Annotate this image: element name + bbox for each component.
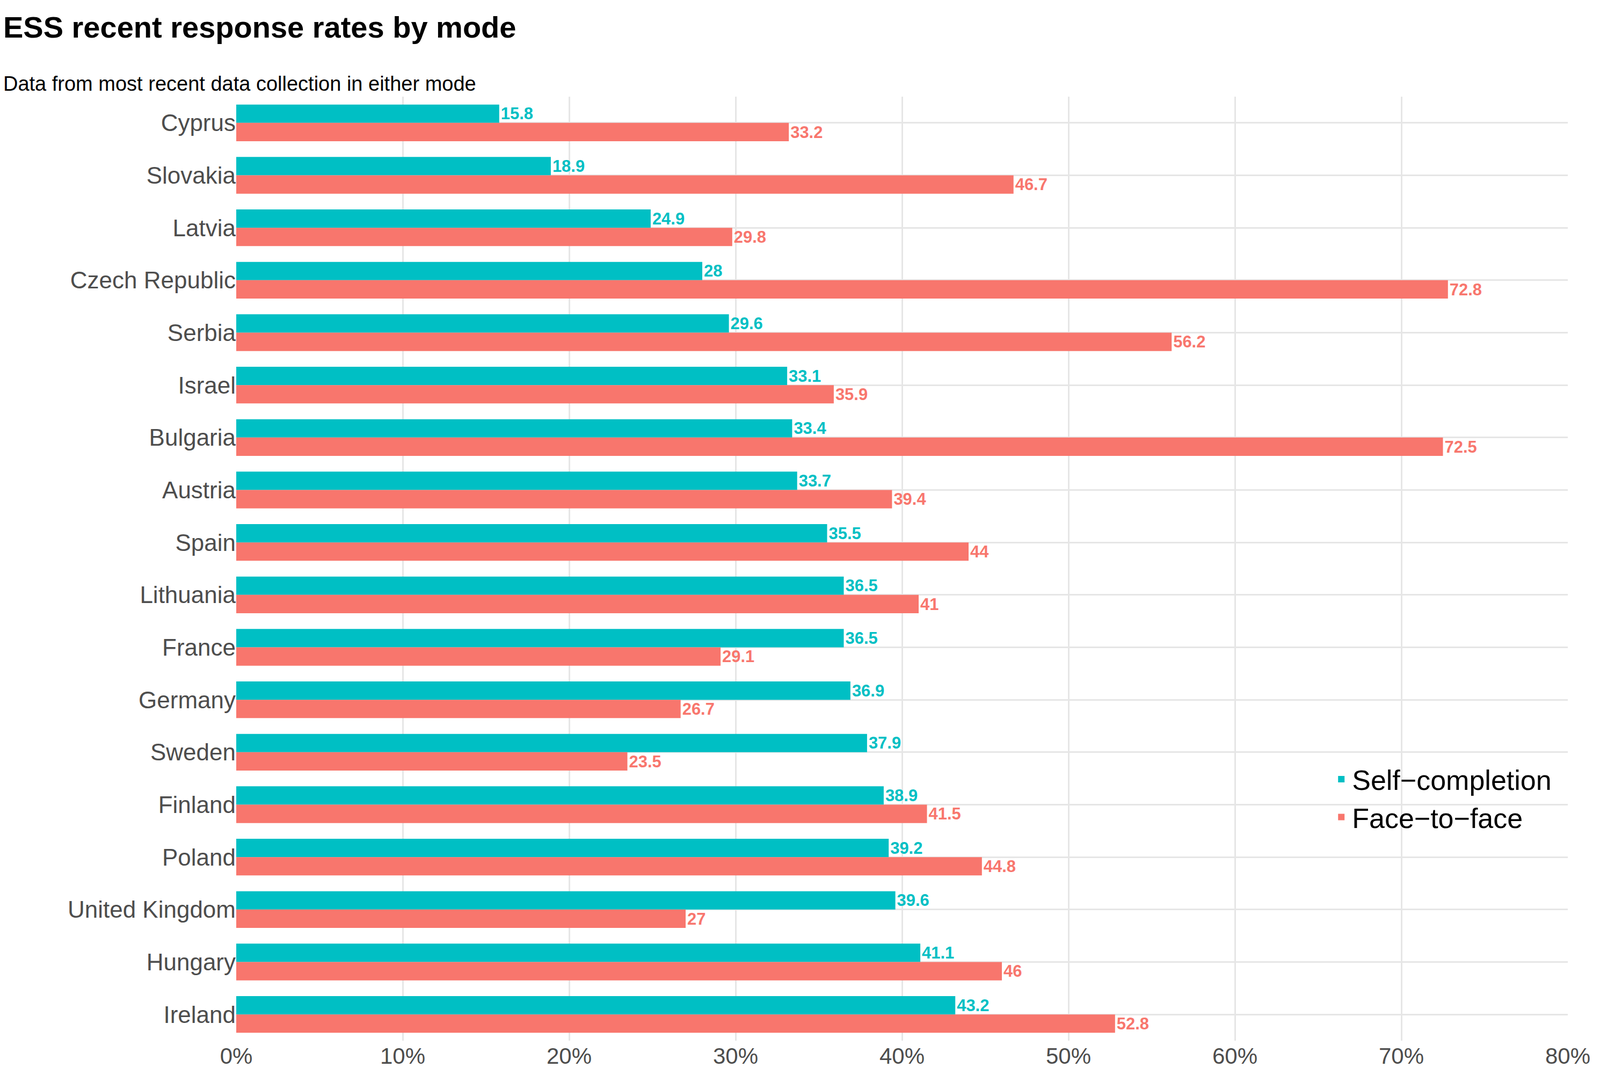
- svg-text:33.4: 33.4: [793, 418, 827, 438]
- svg-text:Latvia: Latvia: [172, 214, 237, 242]
- svg-text:44: 44: [970, 542, 989, 562]
- svg-text:39.6: 39.6: [897, 890, 930, 910]
- svg-text:France: France: [162, 634, 236, 661]
- svg-text:38.9: 38.9: [885, 786, 918, 805]
- svg-text:35.5: 35.5: [828, 524, 862, 543]
- svg-text:Lithuania: Lithuania: [139, 581, 236, 608]
- svg-text:Sweden: Sweden: [150, 738, 236, 766]
- svg-text:30%: 30%: [713, 1043, 759, 1069]
- svg-text:29.1: 29.1: [722, 646, 755, 666]
- svg-text:Finland: Finland: [158, 791, 236, 818]
- svg-text:41: 41: [920, 594, 939, 614]
- svg-text:Poland: Poland: [162, 844, 236, 871]
- svg-text:35.9: 35.9: [835, 384, 868, 404]
- svg-text:28: 28: [703, 261, 723, 281]
- svg-text:70%: 70%: [1378, 1043, 1424, 1069]
- svg-text:52.8: 52.8: [1116, 1014, 1149, 1034]
- svg-text:Czech Republic: Czech Republic: [70, 266, 236, 294]
- svg-text:0%: 0%: [220, 1043, 253, 1069]
- svg-text:Face−to−face: Face−to−face: [1351, 802, 1523, 834]
- svg-text:Serbia: Serbia: [167, 319, 237, 346]
- svg-text:Cyprus: Cyprus: [161, 109, 236, 136]
- svg-text:44.8: 44.8: [983, 856, 1016, 876]
- svg-text:Israel: Israel: [177, 372, 236, 399]
- svg-text:50%: 50%: [1045, 1043, 1092, 1069]
- svg-text:Austria: Austria: [162, 476, 236, 504]
- svg-text:41.1: 41.1: [921, 943, 955, 963]
- svg-text:20%: 20%: [546, 1043, 592, 1069]
- svg-text:36.5: 36.5: [845, 576, 878, 595]
- svg-text:Hungary: Hungary: [146, 948, 236, 976]
- svg-text:39.4: 39.4: [893, 489, 927, 509]
- svg-text:60%: 60%: [1212, 1043, 1258, 1069]
- svg-text:18.9: 18.9: [552, 156, 585, 176]
- svg-text:36.9: 36.9: [852, 681, 885, 701]
- svg-text:72.5: 72.5: [1444, 437, 1478, 457]
- svg-text:24.9: 24.9: [652, 209, 685, 229]
- svg-text:80%: 80%: [1545, 1043, 1591, 1069]
- svg-text:36.5: 36.5: [845, 628, 878, 648]
- svg-text:46.7: 46.7: [1015, 175, 1048, 194]
- svg-text:37.9: 37.9: [868, 733, 901, 753]
- svg-text:Germany: Germany: [138, 686, 236, 714]
- svg-text:46: 46: [1003, 961, 1022, 981]
- svg-text:29.6: 29.6: [730, 314, 763, 333]
- svg-text:56.2: 56.2: [1173, 332, 1206, 352]
- svg-text:43.2: 43.2: [956, 995, 989, 1015]
- svg-text:26.7: 26.7: [682, 699, 715, 719]
- svg-text:33.1: 33.1: [788, 366, 821, 386]
- svg-text:15.8: 15.8: [500, 104, 534, 123]
- svg-text:33.7: 33.7: [798, 471, 832, 491]
- svg-text:39.2: 39.2: [890, 838, 923, 858]
- svg-text:Spain: Spain: [175, 529, 236, 556]
- svg-text:40%: 40%: [879, 1043, 925, 1069]
- svg-text:ESS recent response rates by m: ESS recent response rates by mode: [3, 10, 517, 45]
- svg-text:33.2: 33.2: [790, 122, 823, 142]
- svg-text:10%: 10%: [380, 1043, 426, 1069]
- svg-text:Data from most recent data col: Data from most recent data collection in…: [3, 72, 477, 96]
- svg-text:41.5: 41.5: [928, 804, 962, 824]
- svg-text:27: 27: [687, 909, 706, 929]
- svg-text:Self−completion: Self−completion: [1351, 764, 1552, 796]
- svg-text:29.8: 29.8: [733, 227, 767, 247]
- svg-text:Bulgaria: Bulgaria: [149, 424, 237, 451]
- svg-text:United Kingdom: United Kingdom: [67, 896, 236, 923]
- svg-text:Slovakia: Slovakia: [146, 162, 237, 189]
- svg-text:Ireland: Ireland: [163, 1001, 236, 1028]
- svg-text:72.8: 72.8: [1449, 280, 1482, 300]
- svg-text:23.5: 23.5: [629, 752, 662, 772]
